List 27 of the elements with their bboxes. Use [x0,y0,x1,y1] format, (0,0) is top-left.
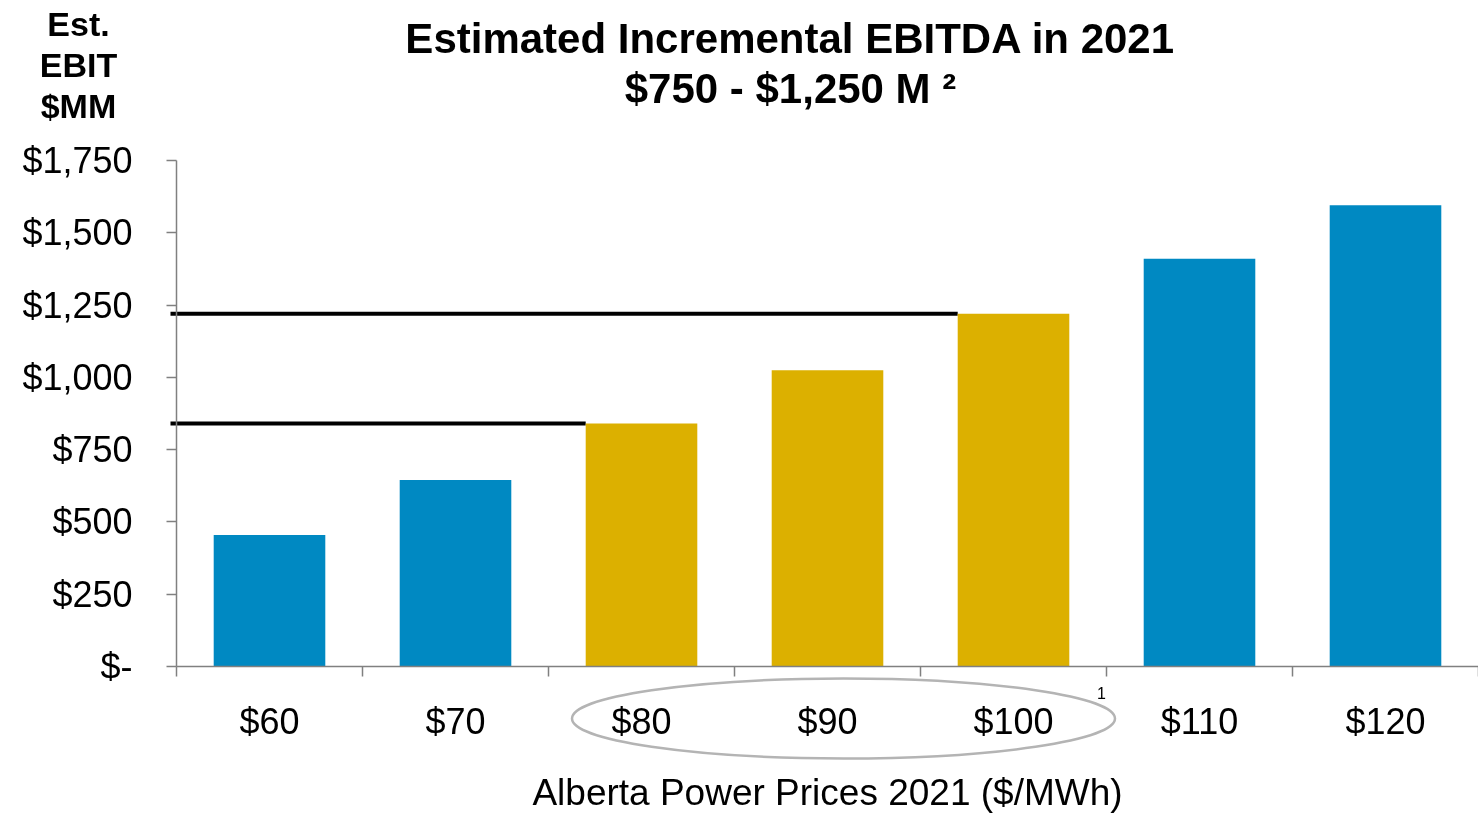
y-tick-label: $- [100,646,133,687]
y-tick-label: $1,250 [22,284,133,326]
bar [771,370,884,667]
bar [1143,258,1256,667]
y-tick-label: $1,750 [22,140,133,181]
y-tick-label: $750 [52,429,133,471]
y-tick-label: $500 [52,501,133,543]
bar [957,313,1070,667]
bar [213,534,326,667]
x-tick-label: $120 [1345,700,1426,742]
x-tick-label: $100 [973,700,1054,742]
bar [399,480,512,667]
y-tick-label: $1,000 [22,356,133,398]
x-tick-label: $90 [797,700,858,742]
chart-subtitle: $750 - $1,250 M ² [624,65,957,112]
x-tick-label: $110 [1160,700,1239,742]
x-tick-label: $80 [611,700,672,742]
y-tick-label: $1,500 [22,212,133,254]
y-tick-label: $250 [52,573,133,615]
x-tick-label: $60 [239,700,300,742]
bar [1329,205,1442,667]
text: 1 [1097,684,1107,702]
chart-title: Estimated Incremental EBITDA in 2021 [405,15,1175,62]
y-axis-title: Est. EBIT $MM [39,4,118,125]
bar [585,423,698,667]
x-axis-title: Alberta Power Prices 2021 ($/MWh) [532,771,1123,813]
x-tick-label: $70 [425,700,486,742]
